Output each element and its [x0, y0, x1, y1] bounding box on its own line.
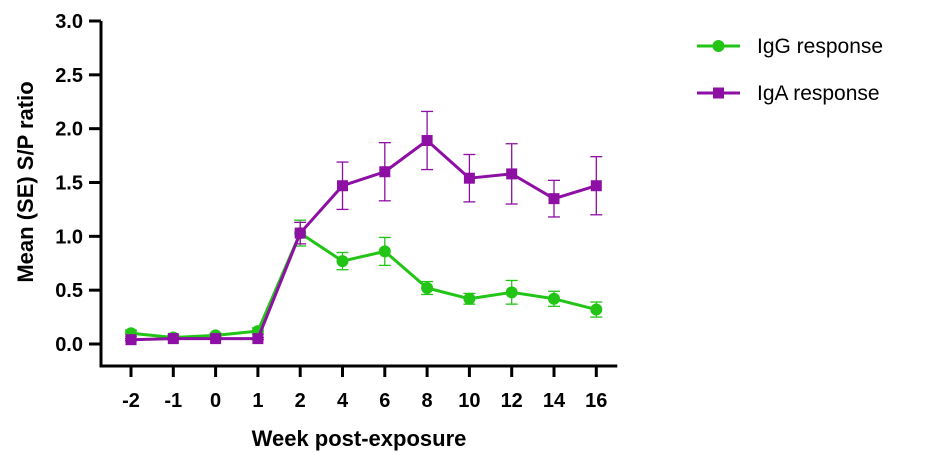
y-axis: 0.0 0.5 1.0 1.5 2.0 2.5 3.0	[55, 11, 103, 366]
y-tick-label: 1.5	[55, 173, 83, 195]
data-point-circle	[336, 255, 349, 268]
x-axis-title: Week post-exposure	[252, 426, 467, 451]
x-tick-label: 0	[210, 390, 221, 412]
y-tick-label: 0.0	[55, 334, 83, 356]
x-tick-label: -2	[122, 390, 140, 412]
series-iga	[125, 110, 603, 346]
y-tick-label: 3.0	[55, 11, 83, 33]
y-tick-label: 0.5	[55, 280, 83, 302]
x-tick-label: 6	[379, 390, 390, 412]
data-point-square	[506, 168, 518, 180]
legend-marker-circle	[712, 40, 725, 52]
legend-item: IgA response	[697, 82, 880, 105]
data-point-square	[125, 334, 137, 346]
series-line	[130, 231, 597, 340]
legend-label: IgA response	[757, 82, 880, 105]
data-point-circle	[505, 286, 518, 299]
data-point-square	[548, 193, 560, 205]
x-tick-label: 16	[585, 390, 607, 412]
legend-label: IgG response	[757, 35, 883, 58]
legend: IgG response IgA response	[697, 35, 883, 105]
legend-item: IgG response	[697, 35, 883, 58]
data-point-square	[294, 227, 306, 239]
y-tick-label: 2.0	[55, 119, 83, 141]
x-tick-label: -1	[164, 390, 182, 412]
x-tick-label: 12	[501, 390, 523, 412]
series-layer	[125, 110, 603, 346]
data-point-square	[167, 333, 179, 345]
x-axis: -2 -1 0 1 2 4 6 8 10 12 14 16	[99, 364, 618, 412]
y-axis-title: Mean (SE) S/P ratio	[13, 81, 38, 282]
x-tick-label: 1	[252, 390, 263, 412]
data-point-square	[252, 333, 264, 345]
series-line	[130, 139, 597, 342]
data-point-square	[379, 166, 391, 178]
y-tick-label: 2.5	[55, 65, 83, 87]
x-tick-label: 10	[458, 390, 480, 412]
data-point-square	[337, 180, 348, 192]
data-point-circle	[378, 245, 391, 258]
x-tick-label: 4	[337, 390, 349, 412]
data-point-circle	[421, 282, 434, 295]
legend-marker-square	[713, 87, 724, 99]
x-tick-label: 14	[543, 390, 566, 412]
data-point-square	[590, 180, 602, 192]
y-tick-label: 1.0	[55, 226, 83, 248]
series-igg	[125, 219, 603, 344]
data-point-circle	[548, 292, 560, 305]
data-point-square	[463, 172, 475, 184]
x-tick-label: 8	[422, 390, 433, 412]
data-point-square	[210, 333, 222, 345]
data-point-circle	[590, 303, 603, 316]
data-point-circle	[463, 292, 476, 305]
x-tick-label: 2	[295, 390, 306, 412]
data-point-square	[421, 135, 433, 147]
